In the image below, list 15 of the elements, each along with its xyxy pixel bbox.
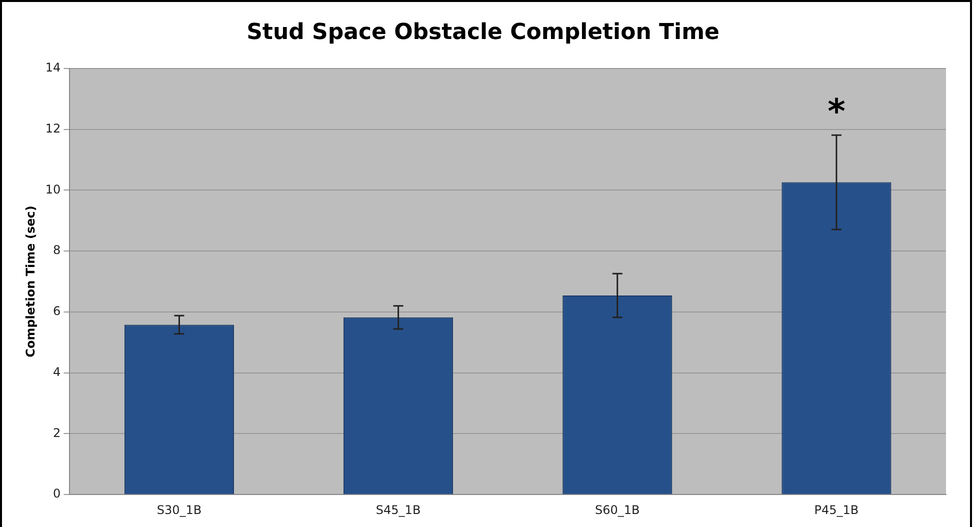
y-tick-label: 14 bbox=[45, 60, 61, 75]
y-tick-label: 2 bbox=[53, 426, 61, 440]
y-tick-label: 6 bbox=[53, 304, 61, 318]
y-tick-label: 0 bbox=[53, 486, 61, 501]
y-tick-label: 8 bbox=[53, 243, 61, 258]
y-axis-title: Completion Time (sec) bbox=[23, 206, 38, 358]
x-tick-label: S30_1B bbox=[156, 502, 202, 517]
x-tick-label: S45_1B bbox=[376, 502, 421, 517]
y-tick-label: 12 bbox=[45, 121, 61, 136]
y-tick-label: 4 bbox=[53, 364, 61, 379]
y-tick-label: 10 bbox=[45, 182, 61, 196]
x-tick-label: S60_1B bbox=[594, 502, 640, 517]
annotation: * bbox=[828, 92, 846, 132]
chart-title: Stud Space Obstacle Completion Time bbox=[246, 20, 720, 45]
x-tick-label: P45_1B bbox=[814, 502, 859, 517]
